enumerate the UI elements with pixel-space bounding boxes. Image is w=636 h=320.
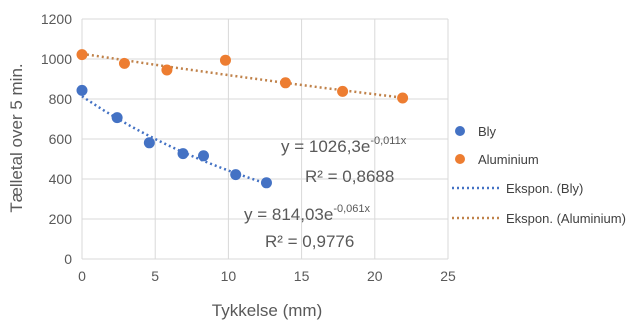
- point-bly: [198, 150, 210, 162]
- x-tick-label: 25: [440, 268, 456, 284]
- trendline-aluminium: [81, 52, 403, 99]
- x-tick-label: 20: [367, 268, 383, 284]
- grid: [81, 18, 449, 260]
- y-tick-label: 400: [49, 171, 73, 187]
- r2-bly: R² = 0,9776: [265, 232, 354, 251]
- point-aluminium: [219, 54, 231, 66]
- point-bly: [260, 177, 272, 189]
- equation-aluminium: y = 1026,3e-0,011x R² = 0,8688: [281, 135, 407, 186]
- legend-label-bly: Bly: [478, 124, 497, 139]
- legend-marker-bly: [455, 126, 465, 136]
- y-tick-label: 0: [64, 251, 72, 267]
- equation-aluminium-prefix: y = 1026,3e: [281, 137, 370, 156]
- point-bly: [177, 148, 189, 160]
- point-aluminium: [337, 85, 349, 97]
- y-tick-label: 200: [49, 211, 73, 227]
- x-tick-label: 10: [221, 268, 237, 284]
- x-tick-label: 5: [151, 268, 159, 284]
- point-bly: [76, 84, 88, 96]
- point-aluminium: [118, 57, 130, 69]
- point-aluminium: [279, 77, 291, 89]
- trend-lines: [81, 52, 403, 185]
- svg-text:y = 1026,3e-0,011x: y = 1026,3e-0,011x: [281, 135, 407, 156]
- y-tick-label: 1200: [41, 11, 72, 27]
- x-tick-label: 15: [294, 268, 310, 284]
- legend: Bly Aluminium Ekspon. (Bly) Ekspon. (Alu…: [452, 124, 626, 226]
- legend-marker-aluminium: [455, 154, 465, 164]
- x-tick-label: 0: [78, 268, 86, 284]
- r2-aluminium: R² = 0,8688: [305, 167, 394, 186]
- y-tick-label: 1000: [41, 51, 72, 67]
- legend-label-aluminium: Aluminium: [478, 152, 539, 167]
- point-bly: [143, 137, 155, 149]
- y-tick-label: 800: [49, 91, 73, 107]
- equation-bly-prefix: y = 814,03e: [244, 205, 333, 224]
- equation-bly-exponent: -0,061x: [333, 203, 370, 215]
- point-bly: [111, 112, 123, 124]
- legend-label-trend-bly: Ekspon. (Bly): [506, 181, 583, 196]
- tick-labels: 0 200 400 600 800 1000 1200 0 5 10 15 20 25: [41, 11, 456, 284]
- legend-label-trend-aluminium: Ekspon. (Aluminium): [506, 211, 626, 226]
- point-bly: [230, 169, 242, 181]
- svg-text:y = 814,03e-0,061x: y = 814,03e-0,061x: [244, 203, 371, 224]
- equation-bly: y = 814,03e-0,061x R² = 0,9776: [244, 203, 371, 251]
- point-aluminium: [76, 49, 88, 61]
- x-axis-title: Tykkelse (mm): [212, 301, 323, 320]
- equation-aluminium-exponent: -0,011x: [370, 135, 406, 147]
- data-points: [76, 49, 409, 189]
- point-aluminium: [397, 92, 409, 104]
- y-axis-title: Tælletal over 5 min.: [7, 63, 26, 212]
- point-aluminium: [161, 64, 173, 76]
- y-tick-label: 600: [49, 131, 73, 147]
